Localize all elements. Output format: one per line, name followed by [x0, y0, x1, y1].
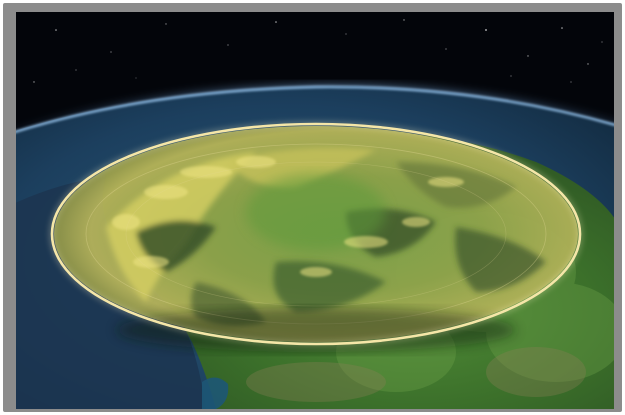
earth-limb: [16, 85, 614, 133]
outer-ring-glow: [49, 121, 583, 347]
earth-scene: [16, 12, 614, 409]
star-icon: [33, 19, 603, 83]
earth-view-image: [16, 12, 614, 409]
image-frame: [3, 3, 622, 412]
